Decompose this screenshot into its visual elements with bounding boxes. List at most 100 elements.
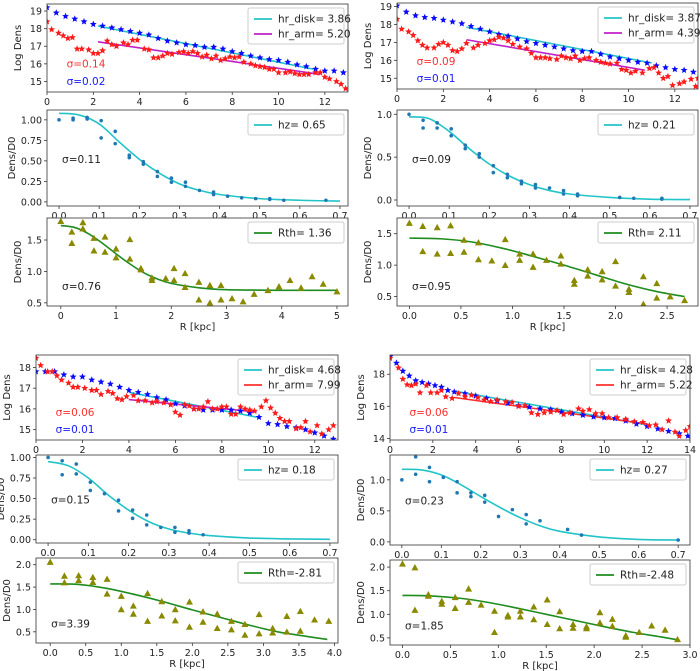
dot-marker xyxy=(173,525,177,530)
star-marker xyxy=(399,375,407,382)
subplot-bottom-right-2: 0.0 0.1 0.2 0.3 0.4 0.5 0.6 0.7 0.0 0.5 1.0Dens/D0… xyxy=(356,454,691,572)
legend-label: hr_arm= 4.39 xyxy=(628,28,700,40)
dot-marker xyxy=(99,118,103,123)
x-tick-label: 6 xyxy=(183,97,189,108)
star-marker xyxy=(486,28,493,35)
star-marker xyxy=(329,435,337,440)
legend-label: hz= 0.18 xyxy=(268,465,316,477)
x-tick-label: 0.5 xyxy=(242,548,257,559)
dot-marker xyxy=(449,133,453,138)
y-axis-label: Dens/D0 xyxy=(2,579,13,622)
star-marker xyxy=(286,68,294,75)
triangle-marker xyxy=(296,607,304,615)
star-marker xyxy=(444,386,452,394)
triangle-marker xyxy=(137,266,145,273)
triangle-marker xyxy=(297,284,305,291)
triangle-marker xyxy=(438,600,446,607)
triangle-marker xyxy=(296,627,304,634)
subplot-bottom-left-3: 0.0 0.5 1.0 1.5 2.0 2.5 3.0 3.5 4.00.51.01.52.0D… xyxy=(2,557,342,670)
x-tick-label: 0.6 xyxy=(282,548,297,559)
star-marker xyxy=(282,69,289,76)
star-marker xyxy=(686,422,690,430)
dot-marker xyxy=(482,493,487,498)
y-tick-label: 18 xyxy=(19,363,31,374)
triangle-marker xyxy=(516,250,524,257)
triangle-marker xyxy=(674,635,682,643)
star-marker xyxy=(164,37,171,44)
x-tick-label: 2.0 xyxy=(608,311,623,322)
y-tick-label: 1.00 xyxy=(21,115,42,126)
sigma-annotation: σ=0.09 xyxy=(417,56,456,68)
star-marker xyxy=(194,49,201,57)
star-marker xyxy=(515,402,522,410)
star-marker xyxy=(256,54,264,61)
star-marker xyxy=(508,398,516,406)
star-marker xyxy=(302,426,309,433)
star-marker xyxy=(172,408,179,415)
dot-marker xyxy=(102,491,107,496)
legend-label: hr_arm= 5.20 xyxy=(278,29,351,41)
triangle-marker xyxy=(57,218,65,224)
y-tick-label: 1.0 xyxy=(27,267,42,278)
star-marker xyxy=(113,394,121,402)
triangle-marker xyxy=(465,598,473,605)
dot-marker xyxy=(211,190,216,194)
dot-marker xyxy=(99,136,103,140)
star-marker xyxy=(569,46,577,54)
star-marker xyxy=(274,420,281,428)
dot-marker xyxy=(113,141,118,146)
star-marker xyxy=(212,52,220,59)
triangle-marker xyxy=(241,631,249,638)
star-marker xyxy=(562,54,570,61)
dot-marker xyxy=(561,192,566,196)
star-marker xyxy=(53,372,61,379)
star-marker xyxy=(643,422,651,430)
x-tick-label: 1.5 xyxy=(556,311,571,322)
star-marker xyxy=(546,54,554,62)
x-tick-label: 0.1 xyxy=(81,548,96,559)
triangle-marker xyxy=(405,219,413,226)
triangle-marker xyxy=(451,593,459,601)
star-marker xyxy=(419,41,426,48)
star-marker xyxy=(238,49,245,57)
dot-marker xyxy=(421,118,425,123)
x-tick-label: 0.6 xyxy=(631,550,646,561)
x-tick-label: 0 xyxy=(58,311,64,322)
triangle-marker xyxy=(286,276,294,284)
triangle-marker xyxy=(465,585,473,592)
star-marker xyxy=(509,40,517,48)
subplot-bottom-right-3: 0.0 0.5 1.0 1.5 2.0 2.5 3.00.51.01.52.0Dens/D0… xyxy=(356,559,698,671)
triangle-marker xyxy=(129,602,137,609)
triangle-marker xyxy=(239,298,247,305)
star-marker xyxy=(433,389,441,396)
triangle-marker xyxy=(529,263,537,270)
plot-marks xyxy=(390,355,690,439)
star-marker xyxy=(172,400,179,407)
star-marker xyxy=(195,405,202,412)
star-marker xyxy=(622,66,630,74)
star-marker xyxy=(181,401,189,408)
x-tick-label: 0.7 xyxy=(671,550,686,561)
star-marker xyxy=(439,38,447,46)
x-tick-label: 2 xyxy=(430,445,436,456)
triangle-marker xyxy=(162,274,170,282)
star-marker xyxy=(652,421,660,428)
star-marker xyxy=(130,391,137,399)
triangle-marker xyxy=(447,249,455,256)
star-marker xyxy=(421,13,429,21)
sigma-annotation: σ=0.06 xyxy=(410,407,449,419)
star-marker xyxy=(525,403,533,410)
y-tick-label: 0.5 xyxy=(377,153,392,164)
triangle-marker xyxy=(158,597,166,605)
star-marker xyxy=(444,41,452,48)
y-tick-label: 0.25 xyxy=(21,177,42,188)
x-tick-label: 0.0 xyxy=(394,550,409,561)
triangle-marker xyxy=(241,620,249,628)
star-marker xyxy=(605,413,612,421)
dot-marker xyxy=(565,527,570,532)
dot-marker xyxy=(491,163,496,168)
star-marker xyxy=(611,414,619,422)
triangle-marker xyxy=(213,610,221,617)
star-marker xyxy=(439,16,447,23)
legend-label: hz= 0.27 xyxy=(620,465,668,477)
